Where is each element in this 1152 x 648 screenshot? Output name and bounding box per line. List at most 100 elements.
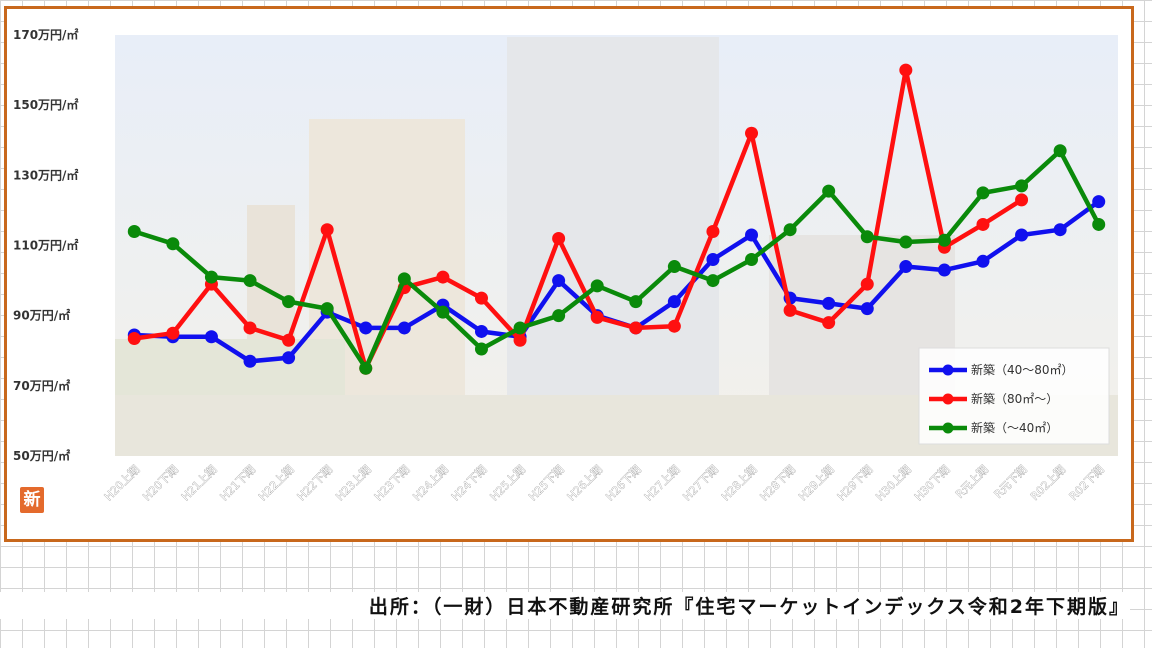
x-tick-label: H24下期 bbox=[449, 463, 490, 504]
x-tick-label: R02上期 bbox=[1028, 463, 1068, 503]
legend-swatch-marker bbox=[942, 393, 954, 405]
data-point bbox=[1053, 223, 1067, 237]
x-tick-label: H21下期 bbox=[218, 463, 259, 504]
x-tick-label: H22上期 bbox=[256, 463, 297, 504]
source-caption: 出所：（一財）日本不動産研究所『住宅マーケットインデックス令和2年下期版』 bbox=[0, 592, 1130, 619]
data-point bbox=[166, 237, 180, 251]
legend-swatch-marker bbox=[942, 422, 954, 434]
data-point bbox=[1015, 179, 1029, 193]
data-point bbox=[976, 254, 990, 268]
data-point bbox=[282, 295, 296, 309]
data-point bbox=[1015, 228, 1029, 242]
x-tick-label: H21上期 bbox=[179, 463, 220, 504]
y-tick-label: 150万円/㎡ bbox=[13, 97, 78, 112]
data-point bbox=[590, 310, 604, 324]
data-point bbox=[397, 272, 411, 286]
data-point bbox=[1092, 195, 1106, 209]
chart-frame: 50万円/㎡ 70万円/㎡ 90万円/㎡ 110万円/㎡ 130万円/㎡ 150万円/㎡ 1… bbox=[4, 6, 1134, 542]
x-tick-label: H29下期 bbox=[835, 463, 876, 504]
data-point bbox=[745, 228, 759, 242]
y-axis: 50万円/㎡ 70万円/㎡ 90万円/㎡ 110万円/㎡ 130万円/㎡ 150万円/㎡ 1… bbox=[13, 27, 78, 463]
data-point bbox=[706, 274, 720, 288]
y-tick-label: 170万円/㎡ bbox=[13, 27, 78, 42]
data-point bbox=[667, 319, 681, 333]
data-point bbox=[937, 233, 951, 247]
data-point bbox=[1053, 144, 1067, 158]
data-point bbox=[513, 321, 527, 335]
data-point bbox=[860, 277, 874, 291]
data-point bbox=[899, 63, 913, 77]
x-tick-label: H28下期 bbox=[758, 463, 799, 504]
y-tick-label: 90万円/㎡ bbox=[13, 308, 70, 323]
data-point bbox=[1015, 193, 1029, 207]
legend: 新築（40～80㎡） 新築（80㎡～） 新築（～40㎡） bbox=[918, 347, 1110, 445]
x-tick-label: H26上期 bbox=[565, 463, 606, 504]
legend-swatch-marker bbox=[942, 364, 954, 376]
data-point bbox=[976, 217, 990, 231]
data-point bbox=[783, 223, 797, 237]
data-point bbox=[706, 253, 720, 267]
x-tick-label: H27上期 bbox=[642, 463, 683, 504]
data-point bbox=[359, 361, 373, 375]
data-point bbox=[359, 321, 373, 335]
y-tick-label: 50万円/㎡ bbox=[13, 448, 70, 463]
data-point bbox=[397, 321, 411, 335]
data-point bbox=[629, 321, 643, 335]
x-tick-label: H23上期 bbox=[333, 463, 374, 504]
data-point bbox=[667, 260, 681, 274]
data-point bbox=[552, 274, 566, 288]
y-tick-label: 130万円/㎡ bbox=[13, 167, 78, 182]
x-tick-label: H20下期 bbox=[140, 463, 181, 504]
data-point bbox=[436, 270, 450, 284]
data-point bbox=[127, 224, 141, 238]
y-tick-label: 70万円/㎡ bbox=[13, 378, 70, 393]
x-tick-label: H25上期 bbox=[488, 463, 529, 504]
data-point bbox=[243, 274, 257, 288]
data-point bbox=[166, 326, 180, 340]
data-point bbox=[1092, 217, 1106, 231]
data-point bbox=[783, 303, 797, 317]
y-tick-label: 110万円/㎡ bbox=[13, 238, 78, 253]
data-point bbox=[899, 235, 913, 249]
x-tick-label: H30上期 bbox=[873, 463, 914, 504]
chart-svg: 50万円/㎡ 70万円/㎡ 90万円/㎡ 110万円/㎡ 130万円/㎡ 150万円/㎡ 1… bbox=[13, 27, 1118, 504]
x-tick-label: H28上期 bbox=[719, 463, 760, 504]
data-point bbox=[474, 324, 488, 338]
data-point bbox=[590, 279, 604, 293]
data-point bbox=[706, 224, 720, 238]
data-point bbox=[899, 260, 913, 274]
x-tick-label: R02下期 bbox=[1067, 463, 1107, 503]
x-tick-label: H20上期 bbox=[102, 463, 143, 504]
data-point bbox=[745, 253, 759, 267]
data-point bbox=[745, 126, 759, 140]
series-layer bbox=[127, 63, 1106, 375]
legend-label: 新築（80㎡～） bbox=[971, 391, 1058, 406]
data-point bbox=[474, 342, 488, 356]
data-point bbox=[937, 263, 951, 277]
data-point bbox=[282, 333, 296, 347]
data-point bbox=[320, 302, 334, 316]
x-tick-label: H30下期 bbox=[912, 463, 953, 504]
x-tick-label: R元上期 bbox=[953, 463, 991, 501]
data-point bbox=[629, 295, 643, 309]
x-tick-label: H29上期 bbox=[796, 463, 837, 504]
data-point bbox=[474, 291, 488, 305]
x-tick-label: R元下期 bbox=[992, 463, 1030, 501]
data-point bbox=[667, 295, 681, 309]
data-point bbox=[860, 230, 874, 244]
data-point bbox=[822, 296, 836, 310]
data-point bbox=[243, 354, 257, 368]
series-2 bbox=[127, 144, 1106, 375]
data-point bbox=[976, 186, 990, 200]
x-tick-label: H24上期 bbox=[411, 463, 452, 504]
data-point bbox=[552, 231, 566, 245]
data-point bbox=[320, 223, 334, 237]
x-tick-label: H23下期 bbox=[372, 463, 413, 504]
x-tick-label: H27下期 bbox=[681, 463, 722, 504]
logo-badge: 新 bbox=[20, 487, 44, 513]
data-point bbox=[822, 184, 836, 198]
data-point bbox=[282, 351, 296, 365]
data-point bbox=[552, 309, 566, 323]
data-point bbox=[243, 321, 257, 335]
data-point bbox=[860, 302, 874, 316]
